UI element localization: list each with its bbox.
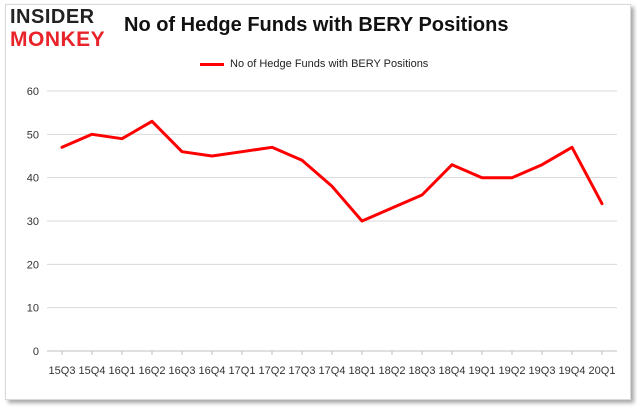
data-point: [121, 137, 124, 140]
x-tick-label: 16Q1: [109, 365, 136, 377]
data-point: [571, 146, 574, 149]
x-tick-label: 18Q2: [379, 365, 406, 377]
legend-swatch: [200, 62, 224, 66]
chart-legend: No of Hedge Funds with BERY Positions: [200, 56, 428, 72]
x-tick-label: 19Q2: [499, 365, 526, 377]
y-tick-label: 60: [27, 86, 39, 98]
data-point: [451, 163, 454, 166]
y-tick-label: 40: [27, 173, 39, 185]
data-point: [271, 146, 274, 149]
data-point: [481, 176, 484, 179]
x-tick-label: 19Q1: [469, 365, 496, 377]
x-tick-label: 18Q1: [349, 365, 376, 377]
x-tick-label: 17Q1: [229, 365, 256, 377]
x-tick-label: 20Q1: [589, 365, 616, 377]
data-point: [421, 194, 424, 197]
data-point: [541, 163, 544, 166]
x-tick-label: 18Q4: [439, 365, 466, 377]
chart-title: No of Hedge Funds with BERY Positions: [124, 14, 509, 36]
x-tick-label: 17Q3: [289, 365, 316, 377]
data-point: [331, 185, 334, 188]
legend-label: No of Hedge Funds with BERY Positions: [230, 58, 429, 70]
data-point: [211, 155, 214, 158]
x-tick-label: 16Q3: [169, 365, 196, 377]
insider-monkey-logo: INSIDER MONKEY: [10, 6, 120, 52]
x-tick-label: 19Q4: [559, 365, 586, 377]
chart-frame: [5, 4, 631, 400]
x-tick-label: 16Q4: [199, 365, 226, 377]
y-tick-label: 10: [27, 303, 39, 315]
x-tick-label: 16Q2: [139, 365, 166, 377]
x-tick-label: 15Q3: [49, 365, 76, 377]
data-point: [151, 120, 154, 123]
x-tick-label: 17Q2: [259, 365, 286, 377]
data-point: [361, 220, 364, 223]
logo-line-1: INSIDER: [10, 6, 95, 28]
y-tick-label: 0: [33, 346, 39, 358]
x-tick-label: 15Q4: [79, 365, 106, 377]
data-point: [181, 150, 184, 153]
x-tick-label: 18Q3: [409, 365, 436, 377]
x-tick-label: 19Q3: [529, 365, 556, 377]
data-point: [601, 202, 604, 205]
data-point: [61, 146, 64, 149]
data-point: [91, 133, 94, 136]
y-tick-label: 30: [27, 216, 39, 228]
x-tick-label: 17Q4: [319, 365, 346, 377]
data-point: [391, 207, 394, 210]
logo-line-2: MONKEY: [10, 28, 106, 51]
data-point: [511, 176, 514, 179]
data-point: [301, 159, 304, 162]
y-tick-label: 20: [27, 259, 39, 271]
data-point: [241, 150, 244, 153]
y-tick-label: 50: [27, 129, 39, 141]
series-line: [60, 119, 604, 223]
